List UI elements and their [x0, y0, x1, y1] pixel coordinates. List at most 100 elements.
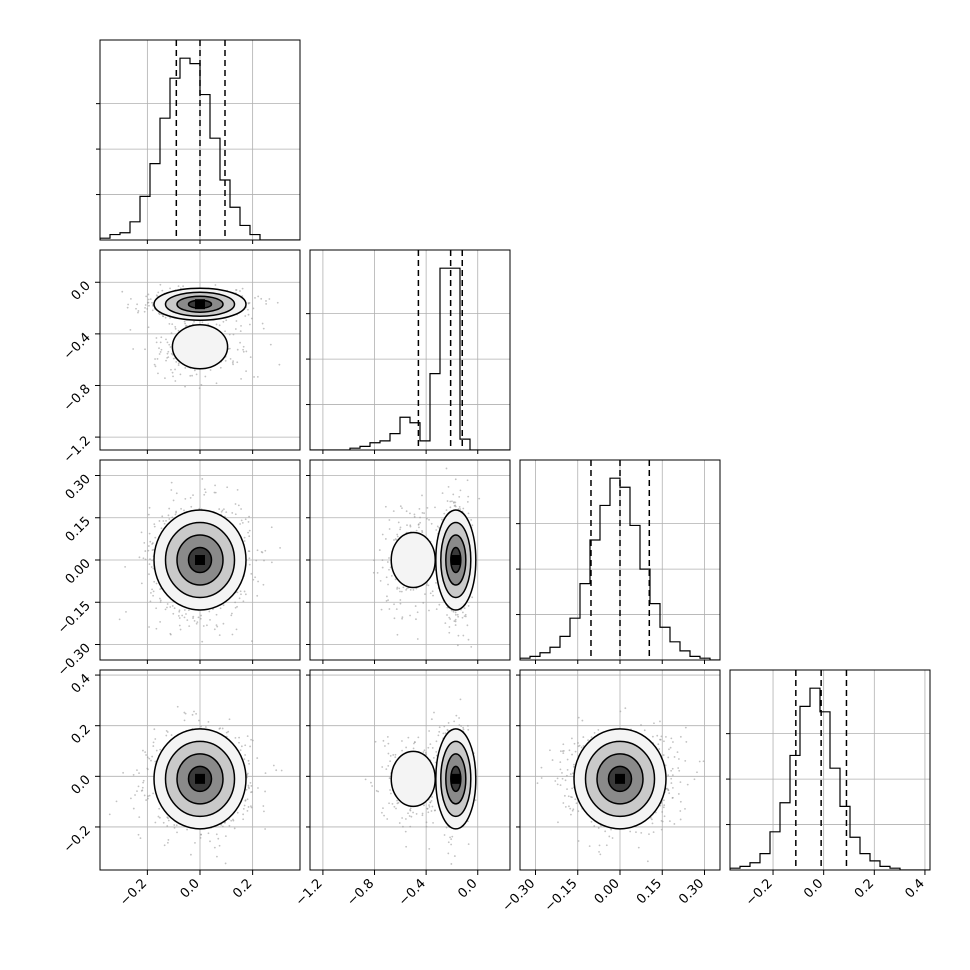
scatter-point — [192, 615, 195, 618]
scatter-point — [380, 608, 383, 611]
scatter-point — [165, 734, 168, 737]
scatter-point — [207, 720, 210, 723]
scatter-point — [388, 568, 390, 571]
scatter-point — [569, 807, 572, 810]
scatter-point — [198, 387, 201, 390]
scatter-point — [167, 350, 170, 353]
scatter-point — [230, 614, 233, 617]
scatter-point — [249, 745, 252, 748]
scatter-point — [155, 607, 158, 610]
scatter-point — [160, 527, 163, 530]
scatter-point — [458, 717, 460, 719]
scatter-point — [702, 760, 705, 763]
scatter-point — [240, 325, 242, 327]
scatter-point — [175, 492, 178, 495]
scatter-point — [225, 511, 228, 514]
scatter-point — [447, 852, 450, 855]
scatter-point — [180, 507, 182, 510]
scatter-point — [447, 722, 450, 724]
scatter-point — [143, 541, 146, 544]
scatter-point — [179, 373, 182, 376]
scatter-point — [144, 751, 147, 754]
scatter-point — [396, 588, 398, 590]
scatter-point — [256, 549, 259, 552]
scatter-point — [436, 525, 439, 528]
density-contour — [153, 287, 247, 321]
scatter-point — [470, 519, 473, 521]
panel-frame — [99, 39, 301, 241]
scatter-point — [257, 580, 259, 583]
scatter-point — [422, 751, 425, 753]
scatter-point — [453, 620, 456, 622]
scatter-point — [458, 724, 461, 726]
scatter-point — [137, 833, 140, 836]
scatter-point — [176, 831, 178, 834]
scatter-point — [388, 519, 391, 521]
scatter-point — [431, 805, 434, 808]
scatter-point — [425, 825, 428, 828]
scatter-point — [388, 528, 391, 530]
scatter-point — [159, 351, 162, 353]
scatter-point — [236, 591, 239, 594]
scatter-point — [263, 810, 265, 813]
scatter-point — [428, 609, 430, 612]
scatter-point — [424, 593, 426, 595]
scatter-point — [174, 368, 176, 371]
scatter-point — [443, 512, 446, 515]
density-panel-3-2: −0.30 −0.15 0.00 0.15 0.30 — [500, 669, 721, 915]
scatter-point — [147, 298, 150, 301]
scatter-point — [421, 529, 423, 532]
panel-frame — [309, 669, 511, 871]
scatter-point — [433, 711, 435, 714]
scatter-point — [385, 600, 388, 602]
scatter-point — [409, 807, 412, 810]
scatter-point — [208, 610, 211, 613]
scatter-point — [413, 513, 416, 516]
density-contour — [176, 753, 224, 805]
scatter-point — [276, 301, 279, 304]
scatter-point — [193, 369, 196, 372]
scatter-point — [381, 559, 384, 562]
scatter-point — [449, 500, 452, 503]
scatter-point — [183, 711, 186, 714]
density-lobe — [390, 750, 436, 808]
scatter-point — [136, 303, 139, 306]
scatter-point — [154, 738, 157, 740]
scatter-point — [425, 584, 428, 586]
scatter-point — [209, 840, 211, 843]
scatter-point — [161, 289, 164, 292]
scatter-point — [151, 301, 153, 304]
scatter-point — [364, 778, 367, 781]
scatter-point — [265, 303, 268, 305]
scatter-point — [152, 745, 155, 747]
scatter-point — [406, 587, 408, 590]
scatter-point — [245, 788, 248, 791]
scatter-point — [394, 753, 397, 756]
scatter-point — [418, 508, 421, 510]
scatter-point — [219, 366, 222, 369]
scatter-point — [448, 616, 451, 619]
scatter-point — [166, 816, 169, 819]
scatter-point — [668, 792, 671, 795]
scatter-point — [684, 759, 687, 762]
scatter-point — [216, 625, 219, 628]
scatter-point — [145, 295, 148, 298]
scatter-point — [215, 624, 218, 626]
scatter-point — [382, 739, 385, 742]
scatter-point — [256, 757, 259, 759]
scatter-point — [559, 750, 562, 753]
scatter-point — [599, 853, 602, 856]
scatter-point — [243, 536, 246, 539]
scatter-point — [200, 614, 202, 617]
scatter-point — [198, 507, 201, 510]
scatter-point — [247, 308, 249, 311]
scatter-point — [145, 799, 148, 801]
scatter-point — [173, 824, 176, 826]
scatter-point — [437, 734, 440, 737]
scatter-point — [241, 521, 244, 524]
scatter-point — [191, 374, 193, 377]
scatter-point — [449, 618, 452, 620]
scatter-point — [401, 749, 403, 752]
scatter-point — [413, 742, 415, 745]
